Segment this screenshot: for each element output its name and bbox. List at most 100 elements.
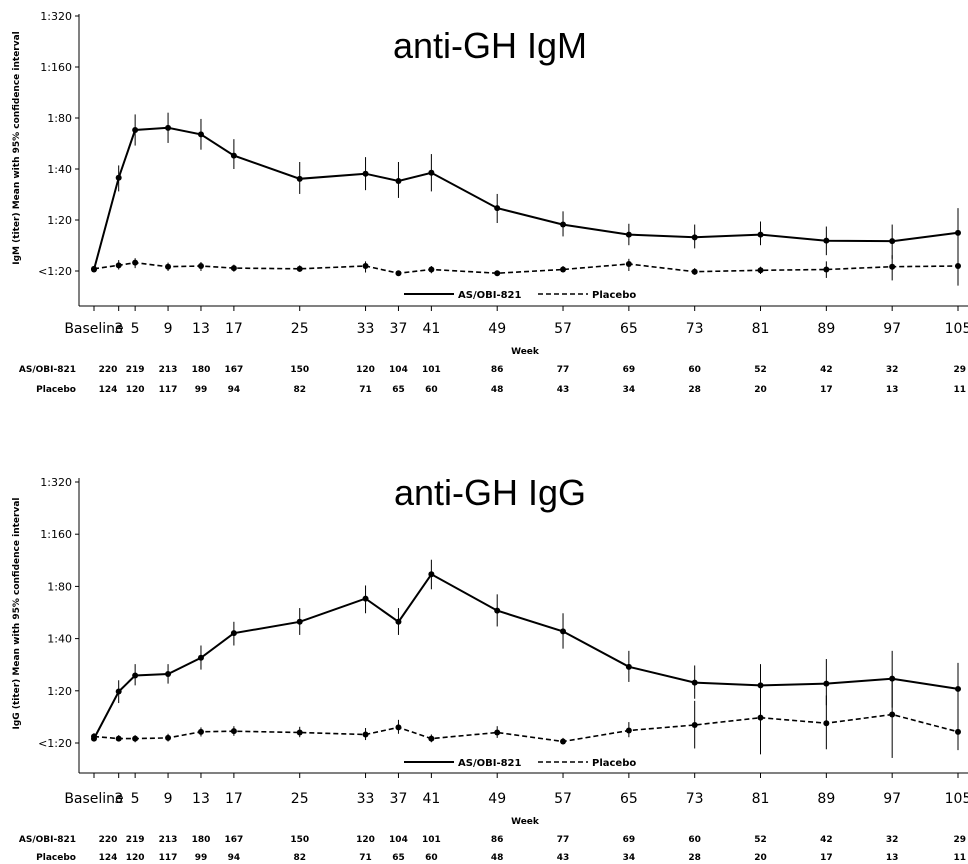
at-risk-table: AS/OBI-821 220 219 213 180 167 150 120 104 101 86 7… bbox=[19, 365, 966, 395]
y-tick-label: <1:20 bbox=[38, 265, 72, 278]
data-point bbox=[889, 263, 896, 270]
data-point bbox=[625, 727, 632, 734]
data-point bbox=[691, 268, 698, 275]
x-tick-label: 41 bbox=[422, 321, 440, 337]
data-point bbox=[230, 630, 237, 637]
series-placebo bbox=[91, 245, 961, 286]
data-point bbox=[823, 237, 830, 244]
data-point bbox=[757, 267, 764, 274]
data-point bbox=[823, 720, 830, 727]
legend-label: AS/OBI-821 bbox=[458, 290, 522, 301]
data-point bbox=[91, 265, 97, 272]
data-point bbox=[757, 682, 764, 689]
x-axis-label: Week bbox=[511, 347, 540, 357]
y-tick-label: 1:20 bbox=[47, 685, 72, 698]
risk-cell: 52 bbox=[754, 835, 767, 845]
chart-title: anti-GH IgG bbox=[394, 472, 586, 513]
risk-cell: 43 bbox=[557, 385, 570, 395]
legend-label: Placebo bbox=[592, 758, 636, 769]
legend-label: Placebo bbox=[592, 290, 636, 301]
data-point bbox=[955, 263, 961, 270]
risk-cell: 104 bbox=[389, 365, 408, 375]
x-tick-label: 57 bbox=[554, 321, 572, 337]
data-point bbox=[395, 724, 402, 731]
risk-cell: 29 bbox=[953, 835, 966, 845]
data-point bbox=[494, 607, 501, 614]
legend-label: AS/OBI-821 bbox=[458, 758, 522, 769]
risk-cell: 180 bbox=[192, 835, 211, 845]
risk-cell: 17 bbox=[820, 385, 833, 395]
x-tick-label: 73 bbox=[686, 791, 704, 807]
x-tick-label: 25 bbox=[291, 791, 309, 807]
data-point bbox=[91, 733, 97, 740]
data-point bbox=[889, 711, 896, 718]
data-point bbox=[823, 266, 830, 273]
series-placebo bbox=[91, 678, 961, 758]
x-tick-label: 49 bbox=[488, 791, 506, 807]
x-tick-label: Baseline bbox=[64, 321, 123, 337]
data-point bbox=[691, 679, 698, 686]
x-tick-label: 37 bbox=[390, 791, 408, 807]
y-axis-label: IgM (titer) Mean with 95% confidence int… bbox=[12, 31, 22, 265]
risk-cell: 48 bbox=[491, 385, 504, 395]
risk-cell: 124 bbox=[99, 385, 118, 395]
x-tick-label: 13 bbox=[192, 321, 210, 337]
risk-cell: 99 bbox=[195, 853, 208, 863]
risk-cell: 99 bbox=[195, 385, 208, 395]
data-point bbox=[625, 260, 632, 267]
data-point bbox=[230, 152, 237, 159]
risk-cell: 34 bbox=[623, 385, 636, 395]
risk-cell: 52 bbox=[754, 365, 767, 375]
risk-cell: 120 bbox=[126, 385, 145, 395]
x-tick-label: 9 bbox=[164, 791, 173, 807]
x-tick-label: 89 bbox=[817, 791, 835, 807]
data-point bbox=[115, 174, 122, 181]
series-as-obi-821 bbox=[91, 112, 961, 273]
risk-row-label: AS/OBI-821 bbox=[19, 365, 76, 375]
data-point bbox=[230, 728, 237, 735]
data-point bbox=[230, 265, 237, 272]
risk-cell: 104 bbox=[389, 835, 408, 845]
y-tick-label: 1:80 bbox=[47, 112, 72, 125]
series-as-obi-821 bbox=[91, 559, 961, 742]
data-point bbox=[165, 263, 172, 270]
risk-cell: 69 bbox=[623, 835, 636, 845]
data-point bbox=[165, 734, 172, 741]
x-tick-label: 13 bbox=[192, 791, 210, 807]
y-tick-label: 1:320 bbox=[40, 476, 72, 489]
data-point bbox=[132, 126, 139, 133]
x-tick-label: 9 bbox=[164, 321, 173, 337]
risk-cell: 150 bbox=[290, 365, 309, 375]
data-point bbox=[625, 231, 632, 238]
risk-cell: 11 bbox=[953, 853, 966, 863]
data-point bbox=[362, 263, 369, 270]
x-tick-label: 37 bbox=[390, 321, 408, 337]
risk-cell: 48 bbox=[491, 853, 504, 863]
risk-cell: 219 bbox=[126, 365, 145, 375]
data-point bbox=[197, 654, 204, 661]
x-tick-label: 65 bbox=[620, 791, 638, 807]
risk-cell: 219 bbox=[126, 835, 145, 845]
risk-cell: 29 bbox=[953, 365, 966, 375]
data-point bbox=[494, 205, 501, 212]
chart-panel-2: anti-GH IgG <1:20 1:20 1:40 1:80 1:160 1:320 Ig… bbox=[12, 472, 968, 863]
data-point bbox=[428, 735, 435, 742]
data-point bbox=[955, 685, 961, 692]
risk-cell: 69 bbox=[623, 365, 636, 375]
risk-cell: 120 bbox=[126, 853, 145, 863]
risk-cell: 94 bbox=[228, 385, 241, 395]
risk-cell: 94 bbox=[228, 853, 241, 863]
risk-cell: 28 bbox=[688, 853, 701, 863]
chart-panel-1: anti-GH IgM <1:20 1:20 1:40 1:80 1:160 1:320 Ig… bbox=[12, 10, 968, 395]
x-tick-label: 3 bbox=[114, 321, 123, 337]
risk-cell: 71 bbox=[359, 385, 372, 395]
series-line bbox=[93, 126, 959, 270]
data-point bbox=[165, 670, 172, 677]
risk-cell: 17 bbox=[820, 853, 833, 863]
risk-cell: 13 bbox=[886, 853, 899, 863]
data-point bbox=[757, 231, 764, 238]
risk-cell: 32 bbox=[886, 835, 899, 845]
data-point bbox=[115, 735, 122, 742]
series-line bbox=[93, 713, 959, 743]
